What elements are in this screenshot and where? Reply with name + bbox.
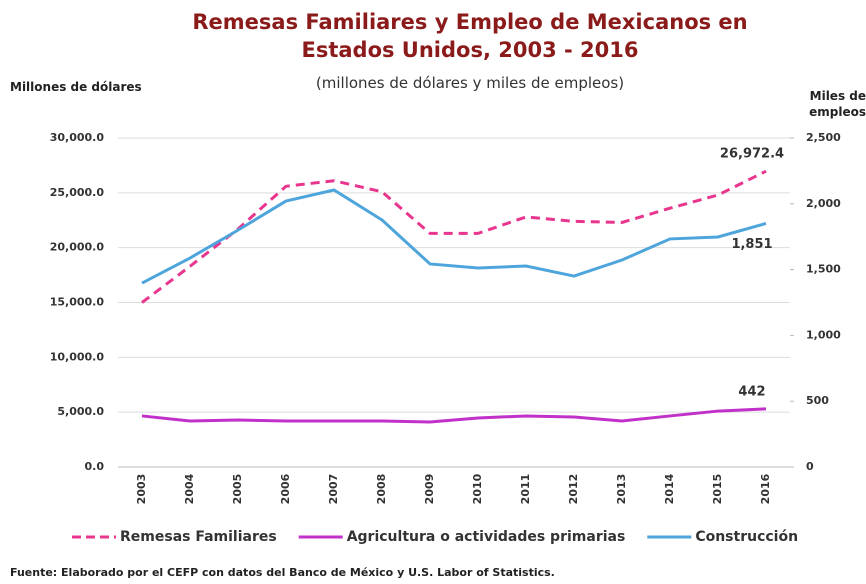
chart-subtitle: (millones de dólares y miles de empleos) [315,74,625,92]
y-tick-label: 10,000.0 [50,350,105,363]
x-tick-label: 2006 [279,473,292,504]
y-tick-label: 0.0 [85,460,105,473]
legend-label: Remesas Familiares [120,529,277,545]
data-label: 442 [738,384,765,399]
x-tick-label: 2012 [567,474,580,505]
x-tick-label: 2007 [327,474,340,505]
x-tick-label: 2009 [423,474,436,505]
x-tick-label: 2004 [183,473,196,504]
y-tick-label: 5,000.0 [57,405,104,418]
y2-tick-label: 0 [806,460,814,473]
x-tick-label: 2011 [519,474,532,505]
source-note: Fuente: Elaborado por el CEFP con datos … [10,566,555,579]
series-line [141,188,767,285]
y-tick-label: 30,000.0 [50,131,105,144]
y-tick-label: 20,000.0 [50,241,105,254]
data-label: 1,851 [731,237,772,252]
y2-axis-label: Miles de empleos [809,89,866,119]
x-tick-label: 2015 [711,474,724,505]
x-tick-label: 2005 [231,474,244,505]
series-line [141,407,767,424]
chart-title: Remesas Familiares y Empleo de Mexicanos… [192,10,748,62]
x-tick-label: 2014 [663,473,676,504]
legend-label: Construcción [695,529,798,545]
y2-tick-label: 2,000 [806,197,841,210]
data-label: 26,972.4 [720,147,784,162]
y-axis-label: Millones de dólares [10,80,142,94]
y2-tick-label: 2,500 [806,131,841,144]
x-tick-label: 2013 [615,474,628,505]
y2-tick-label: 500 [806,394,829,407]
x-tick-label: 2003 [135,474,148,505]
x-tick-label: 2008 [375,474,388,505]
y-tick-label: 25,000.0 [50,186,105,199]
y2-tick-label: 1,500 [806,263,841,276]
series-line [141,169,767,304]
y-tick-label: 15,000.0 [50,296,105,309]
x-tick-label: 2016 [759,473,772,504]
x-tick-label: 2010 [471,473,484,504]
legend-label: Agricultura o actividades primarias [347,529,626,545]
y2-tick-label: 1,000 [806,328,841,341]
